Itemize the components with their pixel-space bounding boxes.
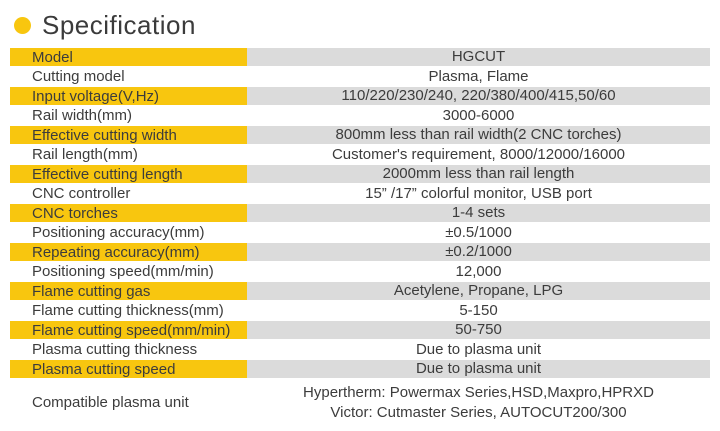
- table-row: Rail length(mm) Customer's requirement, …: [10, 146, 710, 164]
- spec-value: 12,000: [455, 262, 502, 280]
- spec-label: Positioning speed(mm/min): [32, 263, 214, 280]
- spec-value: 50-750: [247, 321, 710, 339]
- spec-label: Flame cutting thickness(mm): [32, 302, 224, 319]
- spec-value: 110/220/230/240, 220/380/400/415,50/60: [247, 87, 710, 105]
- spec-label: Rail length(mm): [32, 146, 138, 163]
- spec-label: Plasma cutting speed: [10, 360, 247, 378]
- spec-label: Input voltage(V,Hz): [10, 87, 247, 105]
- spec-value: Customer's requirement, 8000/12000/16000: [331, 145, 626, 163]
- bullet-icon: [14, 17, 31, 34]
- table-row: Cutting model Plasma, Flame: [10, 68, 710, 86]
- spec-label: Rail width(mm): [32, 107, 133, 124]
- spec-label: CNC torches: [10, 204, 247, 222]
- table-row: Input voltage(V,Hz) 110/220/230/240, 220…: [10, 87, 710, 105]
- spec-value: ±0.2/1000: [247, 243, 710, 261]
- table-row: CNC controller 15” /17” colorful monitor…: [10, 185, 710, 203]
- table-row: Positioning accuracy(mm) ±0.5/1000: [10, 224, 710, 242]
- spec-label: Flame cutting speed(mm/min): [10, 321, 247, 339]
- spec-value: Acetylene, Propane, LPG: [247, 282, 710, 300]
- spec-value: Due to plasma unit: [415, 340, 542, 358]
- spec-value: Plasma, Flame: [428, 67, 529, 85]
- spec-value: 5-150: [459, 301, 498, 319]
- spec-value: 1-4 sets: [247, 204, 710, 222]
- spec-label: Repeating accuracy(mm): [10, 243, 247, 261]
- spec-value: 15” /17” colorful monitor, USB port: [365, 184, 592, 202]
- spec-label: CNC controller: [32, 185, 131, 202]
- table-row: Flame cutting gas Acetylene, Propane, LP…: [10, 282, 710, 300]
- table-row: Plasma cutting speed Due to plasma unit: [10, 360, 710, 378]
- spec-label: Positioning accuracy(mm): [32, 224, 205, 241]
- table-row: Positioning speed(mm/min) 12,000: [10, 263, 710, 281]
- table-row: Repeating accuracy(mm) ±0.2/1000: [10, 243, 710, 261]
- spec-value: Due to plasma unit: [247, 360, 710, 378]
- table-row: Model HGCUT: [10, 48, 710, 66]
- spec-value: Hypertherm: Powermax Series,HSD,Maxpro,H…: [303, 383, 654, 421]
- table-row: Effective cutting length 2000mm less tha…: [10, 165, 710, 183]
- table-row: Rail width(mm) 3000-6000: [10, 107, 710, 125]
- spec-value: ±0.5/1000: [445, 223, 512, 241]
- table-row: Flame cutting speed(mm/min) 50-750: [10, 321, 710, 339]
- spec-value: 2000mm less than rail length: [247, 165, 710, 183]
- spec-label: Model: [10, 48, 247, 66]
- spec-label: Effective cutting width: [10, 126, 247, 144]
- page-title: Specification: [42, 10, 196, 40]
- table-row: CNC torches 1-4 sets: [10, 204, 710, 222]
- table-row: Effective cutting width 800mm less than …: [10, 126, 710, 144]
- table-row: Compatible plasma unit Hypertherm: Power…: [10, 380, 710, 426]
- spec-label: Compatible plasma unit: [32, 394, 189, 411]
- table-row: Flame cutting thickness(mm) 5-150: [10, 302, 710, 320]
- spec-label: Plasma cutting thickness: [32, 341, 198, 358]
- spec-value: 800mm less than rail width(2 CNC torches…: [247, 126, 710, 144]
- spec-label: Effective cutting length: [10, 165, 247, 183]
- spec-label: Cutting model: [32, 68, 125, 85]
- table-row: Plasma cutting thickness Due to plasma u…: [10, 341, 710, 359]
- spec-value: 3000-6000: [442, 106, 515, 124]
- specification-table: Model HGCUT Cutting model Plasma, Flame …: [10, 48, 710, 426]
- spec-value: HGCUT: [247, 48, 710, 66]
- spec-label: Flame cutting gas: [10, 282, 247, 300]
- section-header: Specification: [0, 0, 720, 44]
